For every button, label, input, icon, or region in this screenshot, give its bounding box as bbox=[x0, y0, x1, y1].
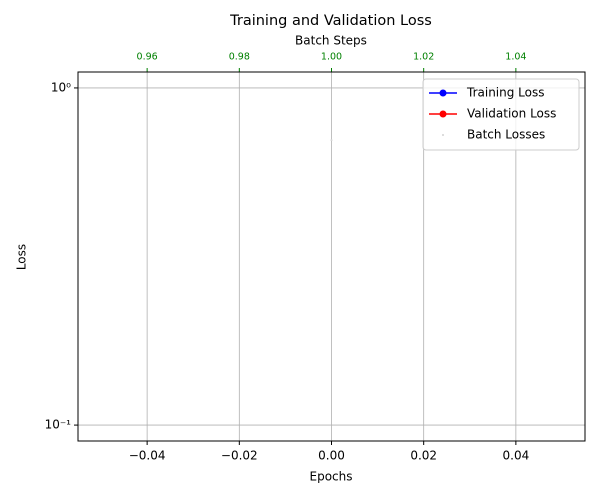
x-tick-label: 0.04 bbox=[503, 449, 530, 463]
x-tick-label: −0.02 bbox=[221, 449, 258, 463]
y-tick-label: 10⁰ bbox=[51, 80, 71, 94]
legend-marker bbox=[439, 89, 447, 97]
x2-tick-label: 0.98 bbox=[229, 52, 250, 63]
x2-tick-label: 1.04 bbox=[505, 52, 526, 63]
data-point bbox=[330, 139, 333, 142]
legend-marker bbox=[439, 110, 447, 118]
chart-title: Training and Validation Loss bbox=[229, 13, 432, 29]
x2-axis-label: Batch Steps bbox=[295, 34, 367, 48]
legend-label: Batch Losses bbox=[467, 128, 545, 142]
y-tick-label: 10⁻¹ bbox=[45, 418, 72, 432]
plot-frame bbox=[77, 71, 586, 442]
x-tick-label: 0.02 bbox=[410, 449, 437, 463]
legend-marker bbox=[442, 134, 444, 136]
x2-tick-label: 1.00 bbox=[321, 52, 342, 63]
legend-label: Training Loss bbox=[466, 86, 544, 100]
x-axis-label: Epochs bbox=[310, 470, 353, 484]
x-tick-label: 0.00 bbox=[318, 449, 345, 463]
legend-box bbox=[422, 78, 580, 151]
x2-tick-label: 0.96 bbox=[137, 52, 158, 63]
legend-label: Validation Loss bbox=[467, 107, 556, 121]
x-tick-label: −0.04 bbox=[129, 449, 166, 463]
y-axis-label: Loss bbox=[15, 244, 29, 270]
x2-tick-label: 1.02 bbox=[413, 52, 434, 63]
